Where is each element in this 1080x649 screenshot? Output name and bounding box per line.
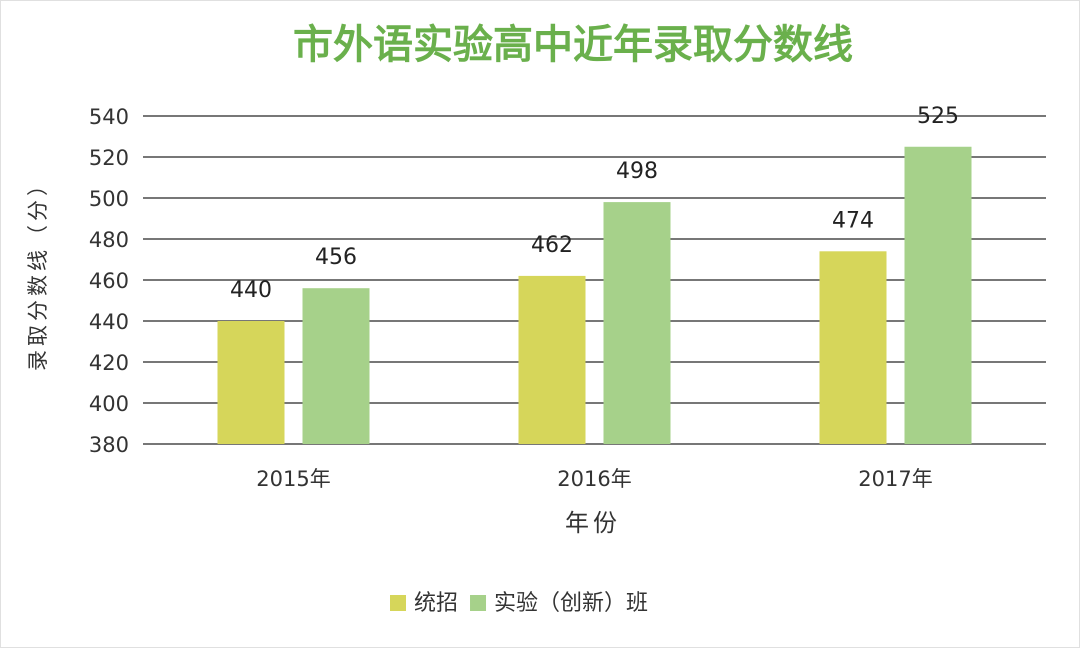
x-tick-label: 2017年 bbox=[858, 467, 932, 491]
bar-value-label: 456 bbox=[315, 245, 357, 270]
y-tick-label: 380 bbox=[89, 433, 129, 457]
bar bbox=[904, 146, 972, 444]
bar bbox=[302, 288, 370, 444]
y-tick-label: 500 bbox=[89, 187, 129, 211]
y-tick-label: 520 bbox=[89, 146, 129, 170]
x-axis-ticks: 2015年 2016年 2017年 bbox=[256, 467, 932, 491]
bar bbox=[603, 202, 671, 444]
y-axis-label: 录取分数线（分） bbox=[26, 171, 50, 371]
bars bbox=[217, 146, 972, 444]
y-tick-label: 420 bbox=[89, 351, 129, 375]
x-axis-label: 年份 bbox=[565, 509, 621, 537]
bar bbox=[819, 251, 887, 444]
bar bbox=[518, 275, 586, 444]
y-tick-label: 400 bbox=[89, 392, 129, 416]
grid-lines bbox=[143, 115, 1046, 445]
legend-label: 统招 bbox=[414, 591, 458, 616]
legend-swatch bbox=[470, 595, 487, 611]
x-tick-label: 2016年 bbox=[557, 467, 631, 491]
bar-value-label: 440 bbox=[230, 278, 272, 303]
y-tick-label: 540 bbox=[89, 105, 129, 129]
y-tick-label: 460 bbox=[89, 269, 129, 293]
y-tick-label: 440 bbox=[89, 310, 129, 334]
legend-swatch bbox=[390, 595, 406, 611]
bar bbox=[217, 321, 285, 444]
legend-label: 实验（创新）班 bbox=[494, 591, 648, 616]
bar-value-label: 498 bbox=[616, 159, 658, 184]
bar-value-label: 525 bbox=[917, 104, 959, 129]
legend: 统招 实验（创新）班 bbox=[390, 591, 648, 616]
y-axis-ticks: 380 400 420 440 460 480 500 520 540 bbox=[89, 105, 129, 457]
y-tick-label: 480 bbox=[89, 228, 129, 252]
value-labels: 440 456 462 498 474 525 bbox=[230, 104, 959, 303]
chart-title: 市外语实验高中近年录取分数线 bbox=[293, 21, 853, 68]
x-tick-label: 2015年 bbox=[256, 467, 330, 491]
bar-value-label: 462 bbox=[531, 233, 573, 258]
bar-value-label: 474 bbox=[832, 208, 874, 233]
